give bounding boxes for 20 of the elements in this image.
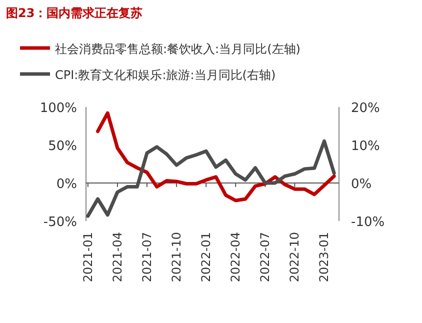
x-tick-label: 2022-07 xyxy=(258,232,272,282)
legend-label: 社会消费品零售总额:餐饮收入:当月同比(左轴) xyxy=(55,42,300,56)
y-tick-label: 50% xyxy=(48,139,77,154)
y2-tick-label: -10% xyxy=(351,215,385,230)
chart-title: 图23：国内需求正在复苏 xyxy=(6,6,143,20)
x-tick-label: 2021-04 xyxy=(110,232,124,282)
legend-label: CPI:教育文化和娱乐:旅游:当月同比(右轴) xyxy=(55,68,276,82)
y2-tick-label: 10% xyxy=(351,139,380,154)
x-tick-label: 2022-10 xyxy=(288,232,302,282)
x-tick-label: 2022-04 xyxy=(228,232,243,282)
x-tick-label: 2021-10 xyxy=(170,232,184,282)
x-tick-label: 2021-07 xyxy=(140,232,154,282)
x-tick-label: 2023-01 xyxy=(317,232,332,282)
x-tick-label: 2021-01 xyxy=(80,232,95,282)
y-tick-label: -50% xyxy=(43,215,77,230)
y-tick-label: 100% xyxy=(40,101,77,116)
y2-tick-label: 20% xyxy=(351,101,380,116)
y-tick-label: 0% xyxy=(56,177,77,192)
y2-tick-label: 0% xyxy=(351,177,372,192)
x-tick-label: 2022-01 xyxy=(199,232,214,282)
